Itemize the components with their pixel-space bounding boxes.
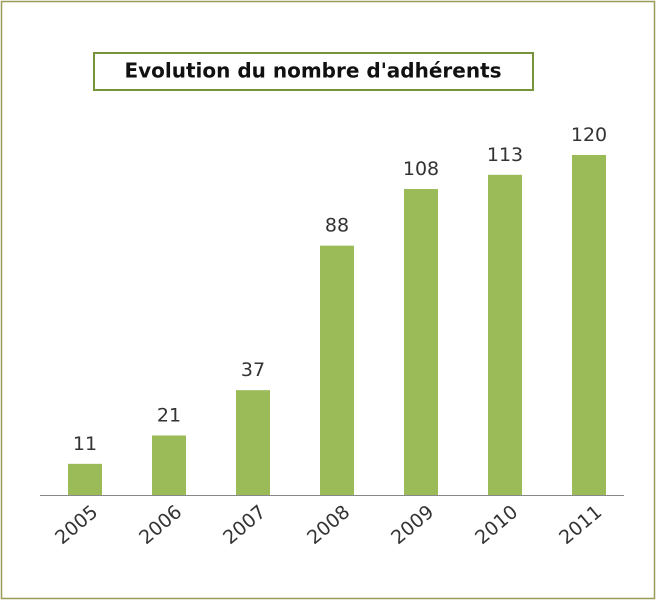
data-label: 11 xyxy=(73,433,97,455)
bar xyxy=(68,463,102,495)
data-label: 21 xyxy=(157,405,181,427)
chart-title: Evolution du nombre d'adhérents xyxy=(124,59,501,83)
bar xyxy=(572,155,606,495)
bar xyxy=(236,390,270,495)
bar xyxy=(404,189,438,495)
data-label: 37 xyxy=(241,359,265,381)
bar xyxy=(488,174,522,496)
data-label: 88 xyxy=(325,215,349,237)
data-label: 113 xyxy=(487,144,523,166)
data-label: 108 xyxy=(403,158,439,180)
title-box xyxy=(93,52,534,91)
bar xyxy=(152,435,186,495)
data-label: 120 xyxy=(571,124,607,146)
bar xyxy=(320,245,354,495)
